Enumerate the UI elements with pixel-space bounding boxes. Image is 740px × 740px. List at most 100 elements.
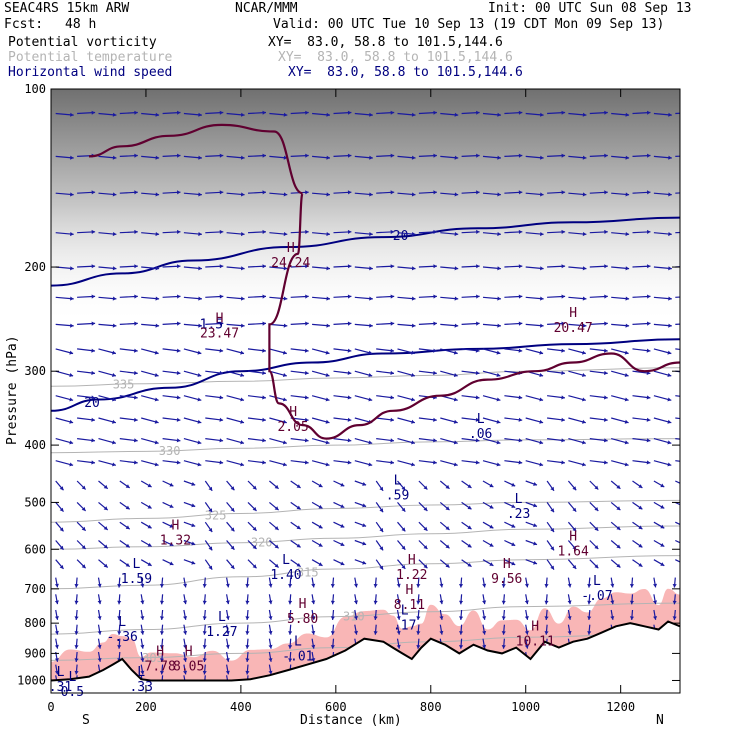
- wind-vector: [675, 480, 680, 484]
- wind-vector-head: [74, 645, 79, 649]
- wind-vector-head: [155, 232, 160, 237]
- wind-vector-head: [91, 348, 95, 353]
- wind-vector-head: [304, 438, 309, 443]
- wind-vector-head: [625, 232, 630, 237]
- wind-vector-head: [97, 583, 102, 588]
- wind-vector-head: [476, 264, 480, 269]
- wind-vector-head: [117, 645, 122, 649]
- wind-vector: [675, 395, 680, 397]
- wind-vector-head: [54, 670, 59, 675]
- y-tick-label: 1000: [17, 673, 46, 687]
- wind-vector-head: [155, 192, 160, 197]
- wind-vector-head: [59, 545, 64, 550]
- wind-vector-head: [454, 296, 459, 301]
- wind-vector-head: [475, 395, 480, 400]
- wind-vector-head: [401, 527, 406, 532]
- low-level-shading: [51, 588, 680, 681]
- wind-vector-head: [604, 348, 608, 353]
- wind-vector-head: [561, 370, 565, 375]
- wind-vector-head: [69, 397, 74, 402]
- wind-vector-head: [311, 630, 316, 635]
- wind-vector-head: [318, 504, 323, 509]
- wind-vector-head: [159, 645, 164, 649]
- wind-vector-head: [296, 525, 301, 530]
- wind-vector-head: [604, 417, 608, 422]
- wind-vector-head: [459, 645, 464, 649]
- wind-vector-head: [240, 440, 244, 445]
- wind-vector-head: [325, 350, 330, 355]
- wind-vector-head: [416, 645, 421, 649]
- wind-vector-head: [91, 438, 95, 443]
- wind-vector-head: [54, 644, 59, 649]
- wind-vector-head: [638, 543, 643, 548]
- wind-vector-head: [81, 564, 86, 569]
- wind-vector-head: [629, 616, 634, 620]
- high-marker: H: [156, 645, 164, 660]
- wind-vector-head: [660, 483, 665, 488]
- wind-vector-head: [433, 370, 437, 375]
- wind-vector-head: [629, 600, 634, 605]
- wind-vector-head: [241, 266, 245, 271]
- wind-vector-head: [318, 562, 323, 566]
- wind-vector-head: [667, 419, 672, 424]
- wind-vector-head: [475, 348, 480, 353]
- wind-vector-head: [208, 565, 213, 570]
- wind-vector-head: [326, 296, 330, 301]
- field-xy-theta: XY= 83.0, 58.8 to 101.5,144.6: [278, 50, 513, 65]
- wind-vector-head: [198, 232, 202, 237]
- low-marker: L: [218, 610, 226, 625]
- wind-vector-head: [325, 419, 330, 424]
- y-tick-label: 600: [24, 542, 46, 556]
- wind-vector-head: [476, 321, 480, 326]
- wind-vector-head: [445, 526, 450, 530]
- below-ground: [51, 621, 680, 693]
- wind-vector-head: [587, 616, 592, 620]
- wind-vector-head: [282, 462, 287, 467]
- wind-vector-head: [240, 462, 244, 467]
- wind-vector-head: [690, 460, 694, 464]
- wind-vector-head: [252, 526, 257, 531]
- high-marker: H: [216, 311, 224, 326]
- wind-vector-head: [197, 373, 202, 377]
- wind-vector-head: [176, 460, 181, 465]
- wind-vector-head: [59, 486, 64, 491]
- wind-vector-head: [159, 658, 164, 662]
- wind-vector-head: [304, 460, 309, 465]
- wind-vector-head: [283, 266, 288, 271]
- wind-vector-head: [396, 600, 401, 605]
- wind-vector-head: [59, 565, 64, 569]
- wind-vector-head: [59, 507, 64, 512]
- wind-vector-head: [582, 296, 587, 301]
- wind-vector-head: [616, 563, 621, 568]
- wind-vector-head: [690, 264, 694, 268]
- wind-vector-head: [69, 419, 74, 424]
- wind-vector-head: [411, 323, 416, 328]
- low-marker: L: [118, 615, 126, 630]
- wind-vector-head: [311, 600, 316, 605]
- wind-vector-head: [198, 155, 202, 160]
- wind-vector-head: [433, 438, 437, 443]
- wind-vector-head: [103, 484, 108, 489]
- wind-vector-head: [154, 419, 159, 424]
- extremum-value: .06: [469, 427, 492, 442]
- wind-vector-head: [690, 418, 694, 422]
- wind-vector-head: [183, 658, 188, 662]
- wind-vector-head: [304, 370, 309, 375]
- wind-vector-head: [245, 616, 250, 620]
- wind-vector-head: [134, 321, 138, 326]
- wind-vector-head: [241, 323, 245, 328]
- wind-vector-head: [672, 616, 677, 620]
- x-axis-label: Distance (km): [300, 713, 402, 728]
- theta-contour: [51, 602, 680, 635]
- wind-vector-head: [230, 565, 235, 569]
- wind-vector-head: [197, 397, 202, 402]
- wind-vector-head: [305, 110, 309, 115]
- wind-vector-head: [582, 266, 587, 271]
- wind-vector-head: [379, 565, 384, 570]
- wind-vector-head: [533, 541, 537, 546]
- wind-vector-head: [604, 229, 608, 234]
- theta-contour: [51, 555, 680, 590]
- wind-vector-head: [482, 644, 487, 649]
- wind-vector-head: [176, 370, 181, 375]
- wind-vector-head: [690, 295, 694, 299]
